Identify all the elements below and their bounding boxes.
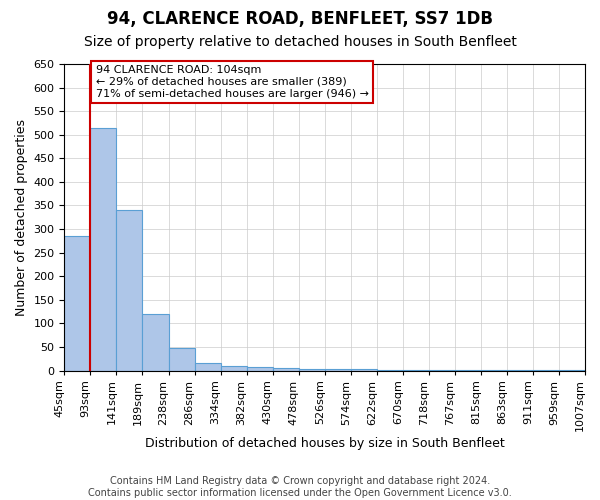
Y-axis label: Number of detached properties: Number of detached properties [15, 119, 28, 316]
Bar [169, 348, 194, 370]
Text: 94 CLARENCE ROAD: 104sqm
← 29% of detached houses are smaller (389)
71% of semi-: 94 CLARENCE ROAD: 104sqm ← 29% of detach… [95, 66, 368, 98]
Bar [299, 368, 325, 370]
Bar [325, 369, 351, 370]
Bar [221, 366, 247, 370]
Text: 94, CLARENCE ROAD, BENFLEET, SS7 1DB: 94, CLARENCE ROAD, BENFLEET, SS7 1DB [107, 10, 493, 28]
Bar [64, 236, 91, 370]
Text: Contains HM Land Registry data © Crown copyright and database right 2024.
Contai: Contains HM Land Registry data © Crown c… [88, 476, 512, 498]
Bar [116, 210, 142, 370]
Bar [247, 367, 272, 370]
Bar [272, 368, 299, 370]
Bar [142, 314, 169, 370]
Bar [194, 364, 221, 370]
Text: Size of property relative to detached houses in South Benfleet: Size of property relative to detached ho… [83, 35, 517, 49]
X-axis label: Distribution of detached houses by size in South Benfleet: Distribution of detached houses by size … [145, 437, 505, 450]
Bar [91, 128, 116, 370]
Bar [351, 369, 377, 370]
